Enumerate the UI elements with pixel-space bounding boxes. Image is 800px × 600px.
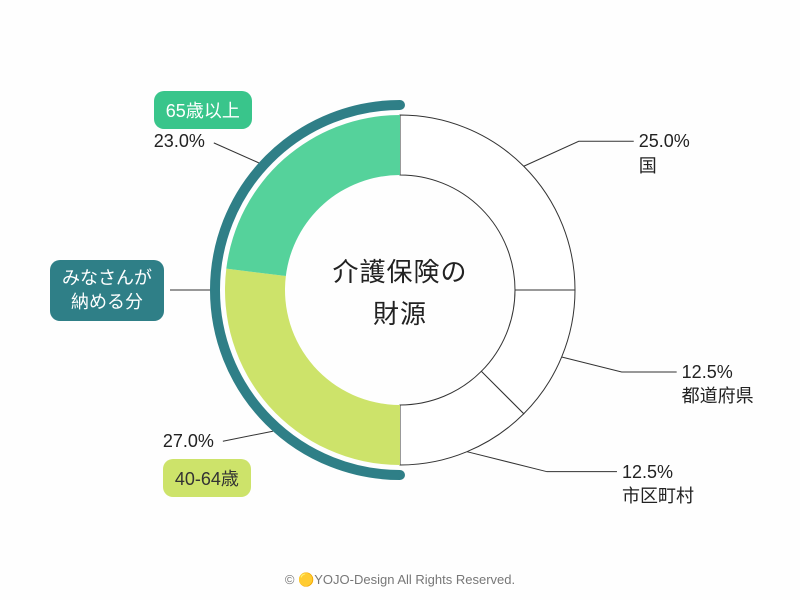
label-country-percent: 25.0%	[639, 131, 690, 151]
center-title-line1: 介護保険の	[332, 257, 467, 287]
badge-public-line1: みなさんが	[62, 268, 152, 288]
label-city-percent: 12.5%	[622, 462, 673, 482]
center-title-line2: 財源	[373, 299, 427, 329]
label-city-name: 市区町村	[622, 486, 694, 506]
label-prefecture-percent: 12.5%	[682, 362, 733, 382]
badge-public-contribution: みなさんが 納める分	[50, 260, 164, 321]
chart-stage: 介護保険の 財源 65歳以上 23.0% みなさんが 納める分 27.0% 40…	[0, 0, 800, 600]
label-country-name: 国	[639, 156, 657, 176]
label-prefecture: 12.5% 都道府県	[682, 360, 754, 409]
label-age-4064-percent: 27.0%	[163, 431, 214, 452]
chart-center-title: 介護保険の 財源	[320, 252, 480, 335]
label-country: 25.0% 国	[639, 129, 690, 178]
badge-age-4064: 40-64歳	[163, 459, 251, 497]
label-prefecture-name: 都道府県	[682, 386, 754, 406]
badge-public-line2: 納める分	[71, 292, 143, 312]
footer-copyright: © 🟡YOJO-Design All Rights Reserved.	[0, 572, 800, 588]
label-city: 12.5% 市区町村	[622, 460, 694, 509]
label-age-65plus-percent: 23.0%	[154, 131, 205, 152]
badge-age-65plus: 65歳以上	[154, 91, 252, 129]
